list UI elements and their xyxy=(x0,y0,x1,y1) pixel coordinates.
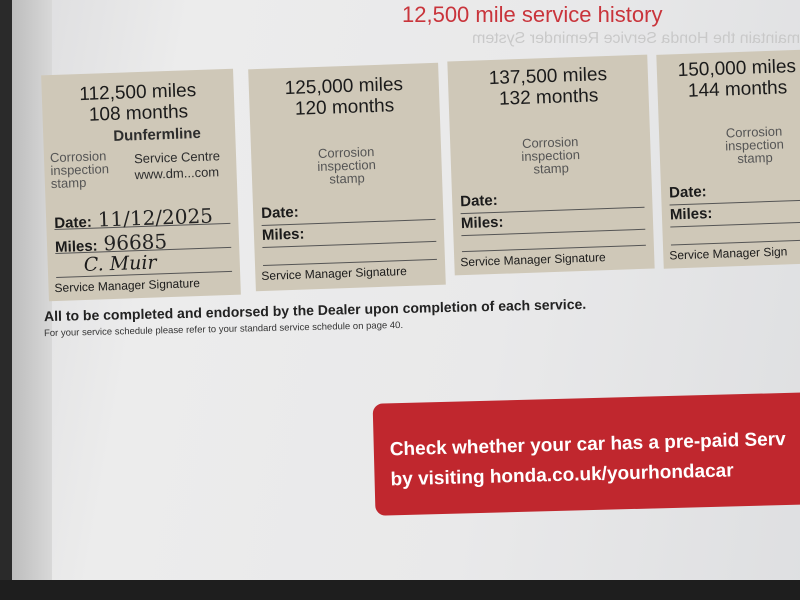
corrosion-label: Corrosion inspection stamp xyxy=(521,134,581,177)
banner-line-1: Check whether your car has a pre-paid Se… xyxy=(389,428,786,461)
corrosion-label: Corrosion inspection stamp xyxy=(49,148,110,192)
show-through-text: maintain the Honda Service Reminder Syst… xyxy=(472,30,800,47)
corrosion-label: Corrosion inspection stamp xyxy=(317,144,377,187)
card-months: 144 months xyxy=(687,77,788,102)
signature-line xyxy=(670,217,800,246)
banner-line-2: by visiting honda.co.uk/yourhondacar xyxy=(390,460,734,491)
dealer-stamp-web: www.dm...com xyxy=(134,164,220,183)
service-card-125000: 125,000 miles 120 months Corrosion inspec… xyxy=(248,62,446,292)
signature-label: Service Manager Signature xyxy=(54,276,201,296)
signature: C. Muir xyxy=(83,251,157,277)
signature-line xyxy=(262,236,437,266)
corrosion-label: Corrosion inspection stamp xyxy=(724,123,785,167)
signature-line: C. Muir xyxy=(55,248,233,279)
date-field: Date: xyxy=(668,179,800,206)
background-surface xyxy=(0,580,800,600)
date-field: Date: 11/12/2025 xyxy=(53,202,231,232)
dealer-stamp: Dunfermline xyxy=(112,124,202,145)
signature-label: Service Manager Signature xyxy=(261,263,407,284)
signature-label: Service Manager Signature xyxy=(460,250,606,270)
service-card-150000: 150,000 miles 144 months Corrosion inspec… xyxy=(656,49,800,269)
service-card-137500: 137,500 miles 132 months Corrosion inspec… xyxy=(447,54,655,276)
service-card-112500: 112,500 miles 108 months Dunfermline Cor… xyxy=(41,68,241,302)
prepaid-service-banner: Check whether your car has a pre-paid Se… xyxy=(372,392,800,516)
signature-label: Service Manager Sign xyxy=(669,244,788,263)
page-heading: 12,500 mile service history xyxy=(402,2,663,27)
